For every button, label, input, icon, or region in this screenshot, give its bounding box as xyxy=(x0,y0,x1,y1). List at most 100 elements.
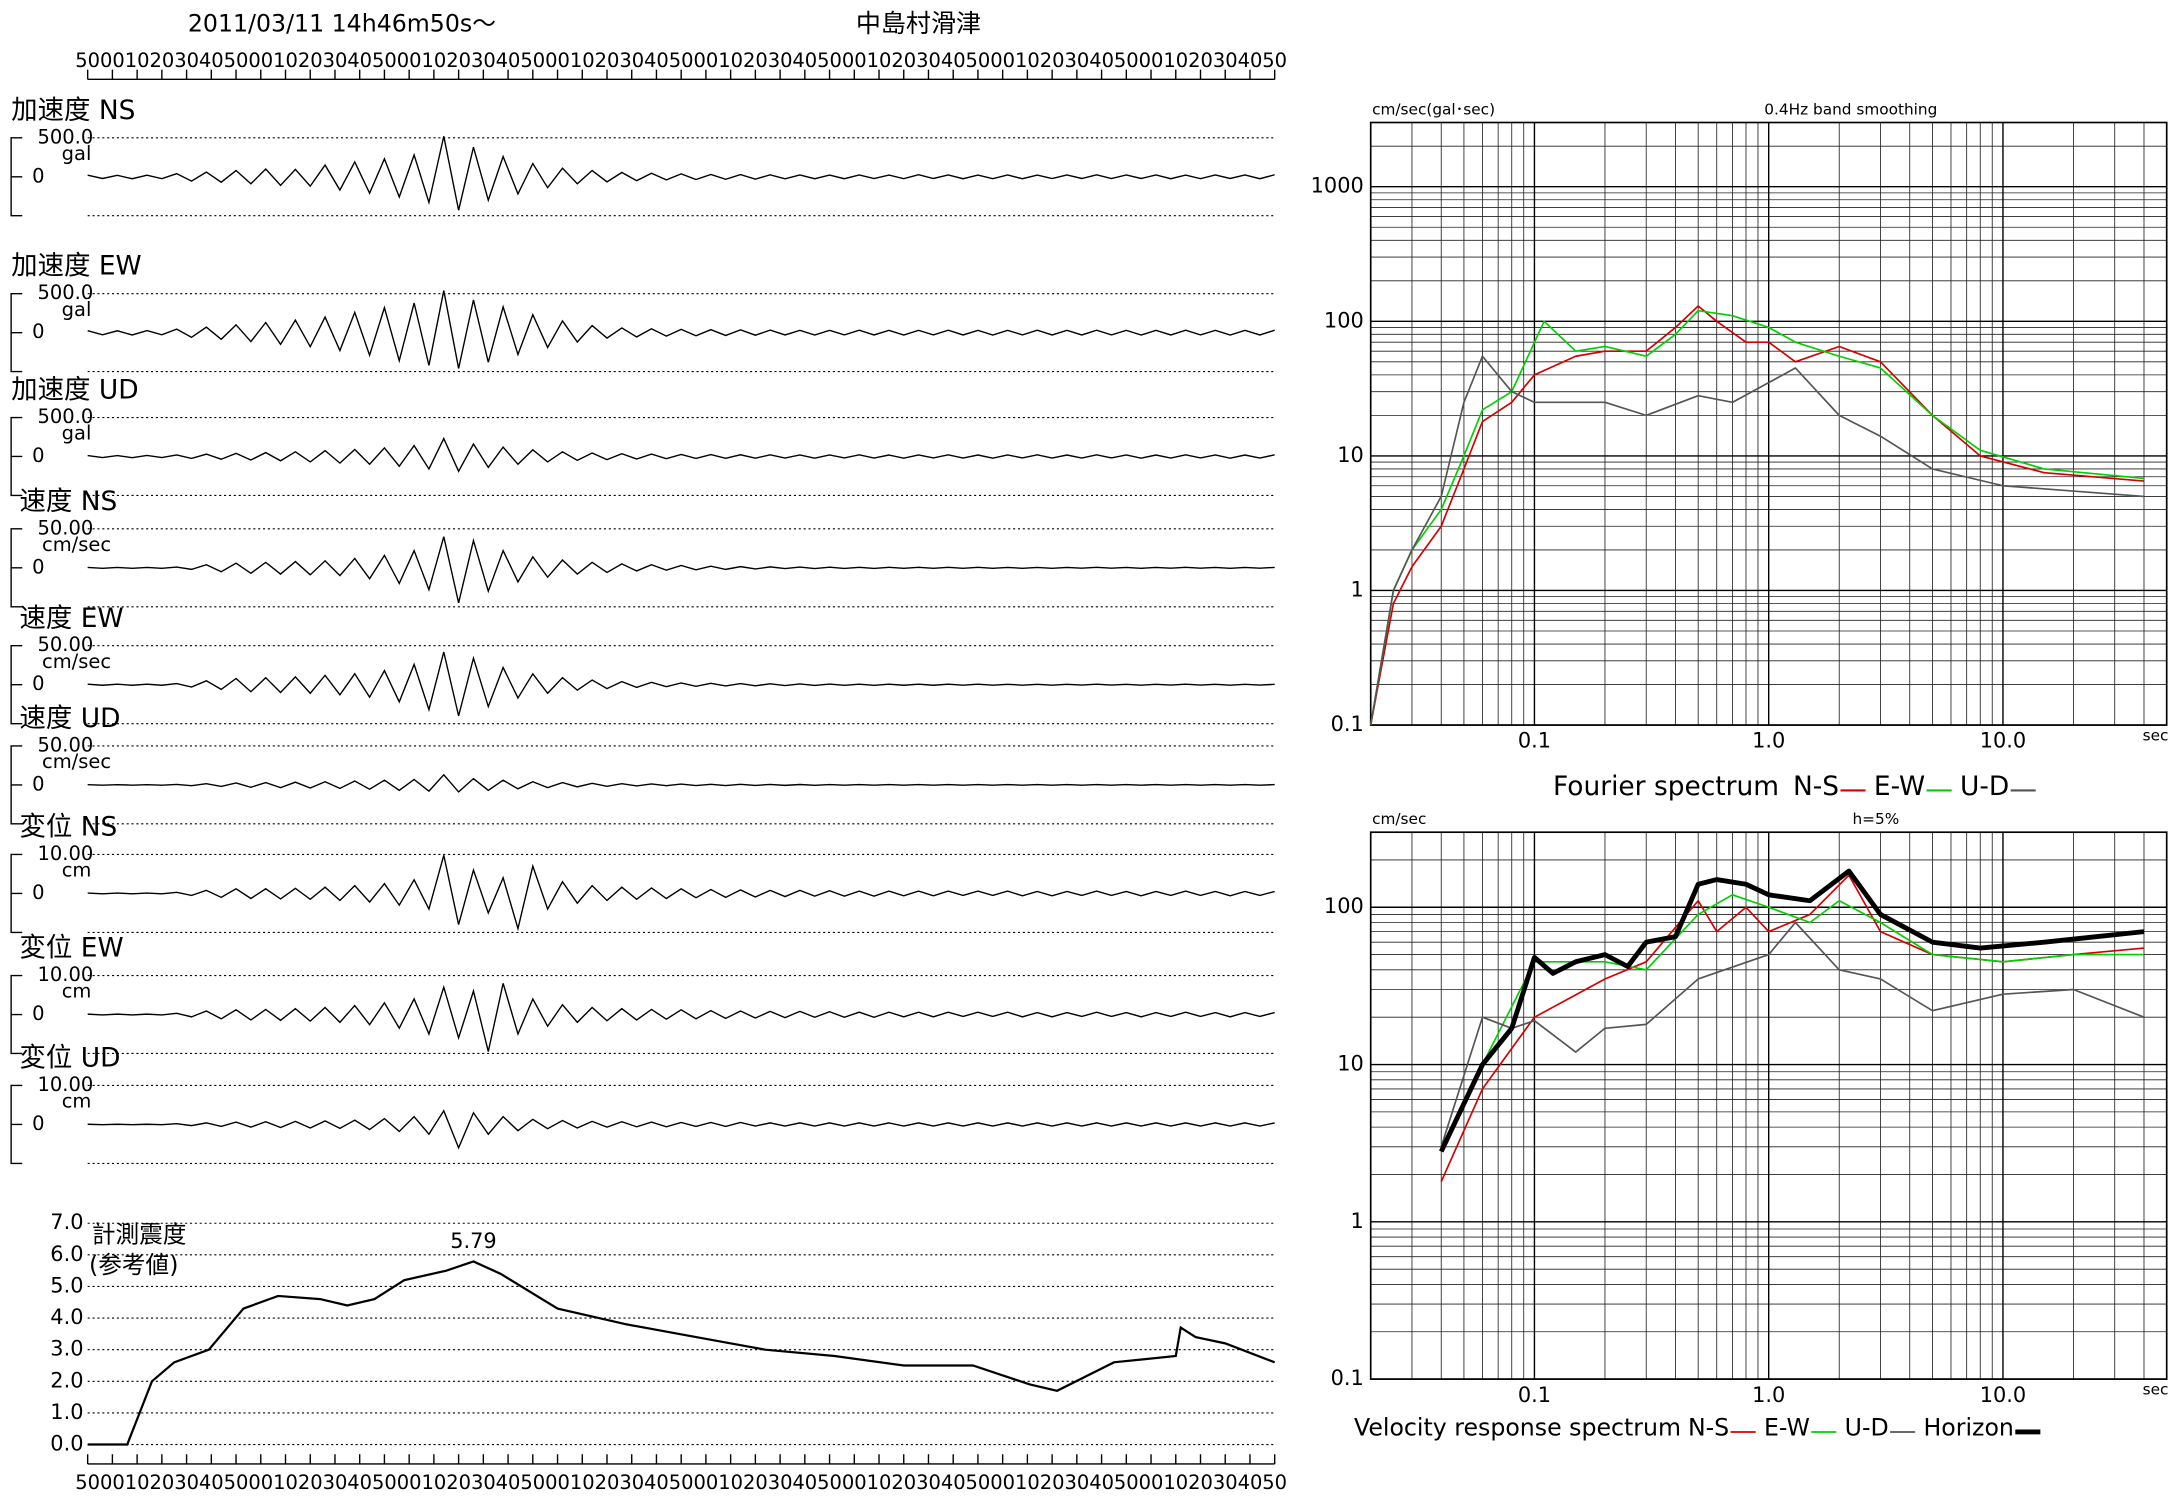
x-tick-label: 40 xyxy=(644,49,669,72)
x-tick-label: 40 xyxy=(1089,1471,1114,1494)
x-tick-label: 30 xyxy=(323,1471,348,1494)
y-tick-label: 1 xyxy=(1350,1209,1363,1233)
x-tick-label: 30 xyxy=(1213,49,1238,72)
panel-label: 加速度 NS xyxy=(11,95,135,126)
y-tick-label: 0.1 xyxy=(1331,1366,1364,1390)
waveform xyxy=(87,855,1275,932)
y-tick-label: 2.0 xyxy=(50,1368,83,1392)
y-tick-label: 7.0 xyxy=(50,1210,83,1234)
y-tick-label: 4.0 xyxy=(50,1305,83,1329)
waveform xyxy=(87,436,1275,473)
x-tick-label: 50 xyxy=(966,49,991,72)
panel-label: 加速度 EW xyxy=(11,251,142,282)
x-tick-label: 40 xyxy=(199,1471,224,1494)
x-tick-label: 50 xyxy=(372,49,397,72)
x-tick-label: 40 xyxy=(792,49,817,72)
panel-label: 速度 NS xyxy=(19,486,117,517)
x-tick-label: 30 xyxy=(174,49,199,72)
x-tick-label: 50 xyxy=(520,49,545,72)
x-tick-label: 00 xyxy=(248,1471,273,1494)
x-tick-label: 00 xyxy=(100,1471,125,1494)
x-tick-label: 10 xyxy=(867,49,892,72)
x-tick-label: 50 xyxy=(372,1471,397,1494)
x-tick-label: 20 xyxy=(298,49,323,72)
x-tick-label: 00 xyxy=(1139,1471,1164,1494)
legend-label: U-D xyxy=(1960,771,2009,802)
x-tick-label: 50 xyxy=(75,1471,100,1494)
x-tick-label: 10 xyxy=(1163,1471,1188,1494)
x-tick-label: 40 xyxy=(644,1471,669,1494)
x-tick-label: 10 xyxy=(421,49,446,72)
x-tick-label: 30 xyxy=(619,1471,644,1494)
x-tick-label: 00 xyxy=(990,1471,1015,1494)
x-tick-label: 40 xyxy=(199,49,224,72)
y-tick-label: 100 xyxy=(1324,308,1364,332)
x-tick-label: 20 xyxy=(595,49,620,72)
x-tick-label: 10 xyxy=(421,1471,446,1494)
spectrum-line xyxy=(1369,355,2145,726)
spectrum-line xyxy=(1439,868,2145,1153)
y-tick-label: 10.00 xyxy=(37,842,93,865)
x-tick-label: 50 xyxy=(669,49,694,72)
x-tick-label: 00 xyxy=(842,1471,867,1494)
x-tick-label: 10 xyxy=(273,49,298,72)
x-tick-label: 50 xyxy=(224,49,249,72)
y-tick-label: 0 xyxy=(32,881,44,904)
x-tick-label: 10 xyxy=(125,49,150,72)
spectrum-line xyxy=(1440,921,2145,1148)
x-tick-label: 50 xyxy=(966,1471,991,1494)
unit-label: cm/sec xyxy=(42,750,111,773)
x-tick-label: 30 xyxy=(1064,1471,1089,1494)
waveform xyxy=(87,983,1275,1052)
x-tick-label: 30 xyxy=(619,49,644,72)
y-tick-label: 0.0 xyxy=(50,1432,83,1456)
chart-title: 計測震度 xyxy=(92,1220,187,1248)
waveform xyxy=(87,651,1275,717)
x-axis-label: sec xyxy=(2143,1381,2169,1399)
unit-label: gal xyxy=(62,422,92,445)
bracket xyxy=(10,645,23,725)
x-tick-label: 00 xyxy=(1139,49,1164,72)
x-tick-label: 20 xyxy=(595,1471,620,1494)
y-tick-label: 1000 xyxy=(1311,174,1364,198)
intensity-line xyxy=(87,1260,1276,1446)
x-tick-label: 10.0 xyxy=(1980,1383,2026,1407)
y-tick-label: 0 xyxy=(32,444,44,467)
y-tick-label: 10 xyxy=(1337,1052,1364,1076)
x-tick-label: 00 xyxy=(545,1471,570,1494)
x-tick-label: 00 xyxy=(397,1471,422,1494)
plot-frame xyxy=(1369,121,2168,726)
x-tick-label: 20 xyxy=(743,1471,768,1494)
y-tick-label: 50.00 xyxy=(37,733,93,756)
x-tick-label: 10 xyxy=(570,1471,595,1494)
panel-label: 加速度 UD xyxy=(11,375,138,406)
x-tick-label: 30 xyxy=(471,49,496,72)
x-tick-label: 00 xyxy=(397,49,422,72)
y-tick-label: 6.0 xyxy=(50,1242,83,1266)
x-tick-label: 10 xyxy=(1015,1471,1040,1494)
bracket xyxy=(10,292,23,373)
x-tick-label: 10 xyxy=(125,1471,150,1494)
y-axis-label: cm/sec xyxy=(1372,810,1426,828)
y-tick-label: 0 xyxy=(32,320,44,343)
x-tick-label: 40 xyxy=(496,1471,521,1494)
y-tick-label: 0 xyxy=(32,1002,44,1025)
x-tick-label: 1.0 xyxy=(1752,729,1785,753)
spectrum-line xyxy=(1369,305,2145,726)
x-tick-label: 00 xyxy=(694,1471,719,1494)
y-tick-label: 0 xyxy=(32,772,44,795)
x-tick-label: 10 xyxy=(718,49,743,72)
x-tick-label: 30 xyxy=(174,1471,199,1494)
x-tick-label: 20 xyxy=(891,1471,916,1494)
y-tick-label: 1.0 xyxy=(50,1400,83,1424)
y-tick-label: 0 xyxy=(32,555,44,578)
x-axis-label: sec xyxy=(2143,727,2169,745)
y-tick-label: 5.0 xyxy=(50,1273,83,1297)
x-tick-label: 30 xyxy=(1213,1471,1238,1494)
x-tick-label: 20 xyxy=(1188,49,1213,72)
unit-label: cm xyxy=(62,1090,92,1113)
unit-label: cm/sec xyxy=(42,650,111,673)
y-tick-label: 1 xyxy=(1350,577,1363,601)
bracket xyxy=(10,853,23,934)
x-tick-label: 0.1 xyxy=(1518,1383,1551,1407)
